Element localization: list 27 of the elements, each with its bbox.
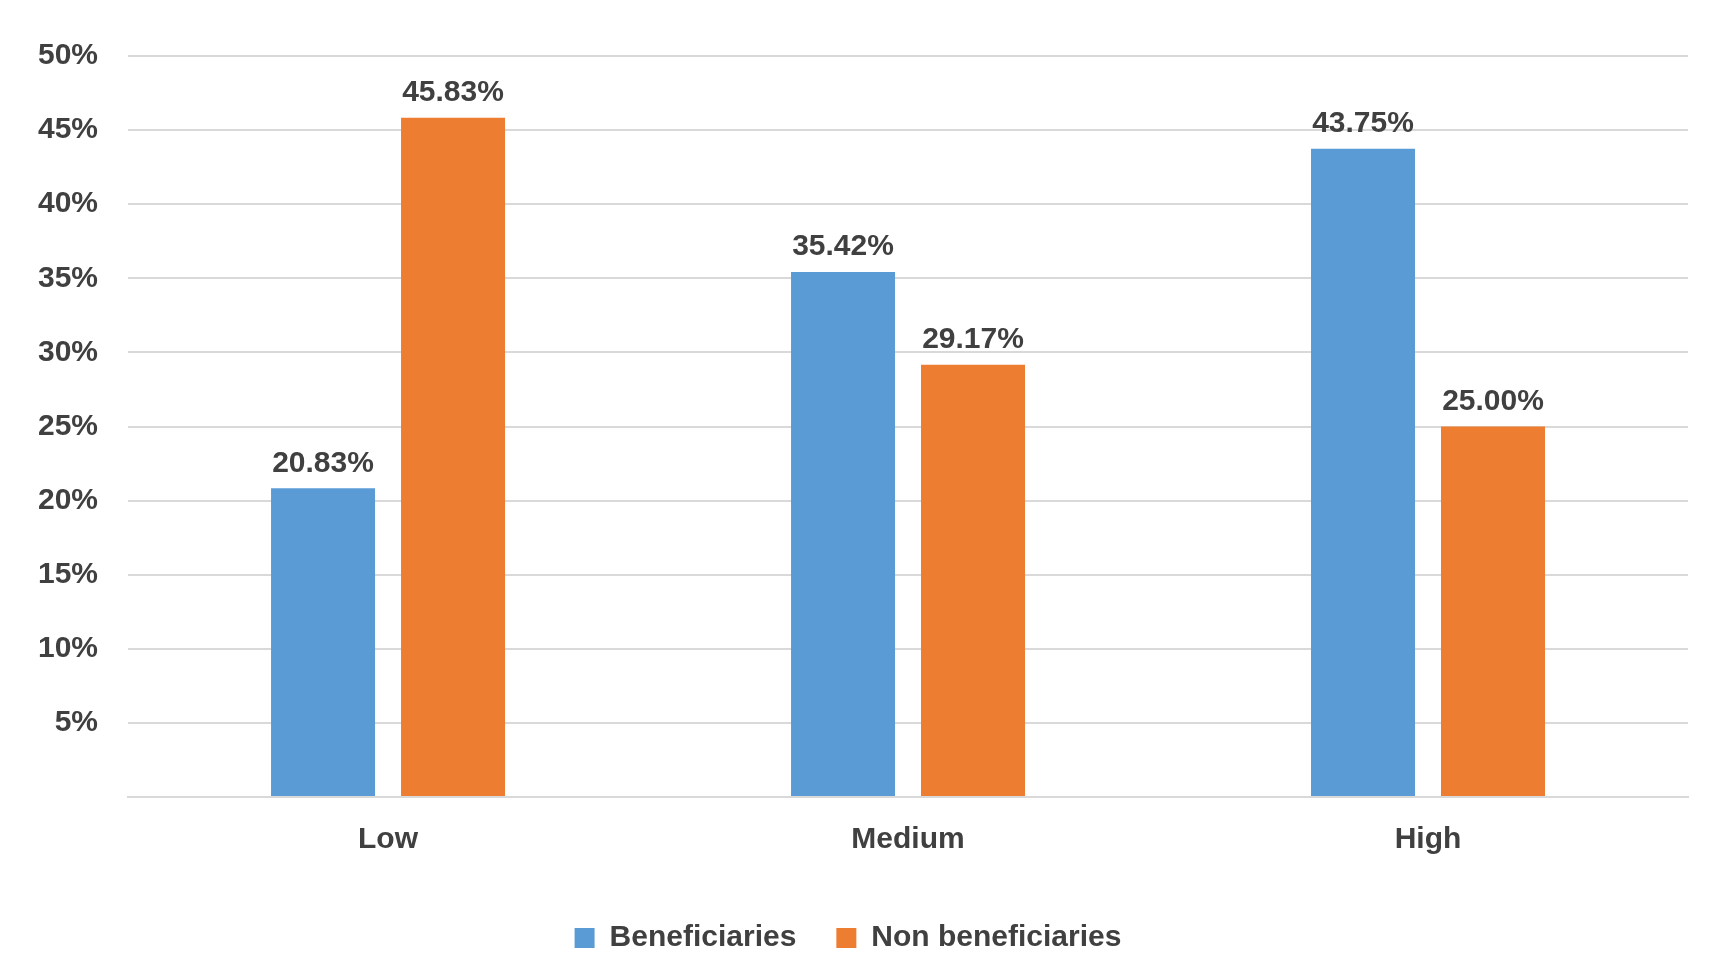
y-tick-label: 50% (38, 37, 99, 71)
data-label: 45.83% (402, 74, 504, 108)
x-tick-label: High (1394, 821, 1462, 855)
bar (791, 272, 896, 796)
data-label: 29.17% (922, 320, 1024, 354)
y-tick-label: 5% (54, 704, 99, 738)
data-label: 20.83% (272, 444, 374, 478)
x-tick-label: Low (358, 821, 419, 855)
y-tick-label: 45% (38, 111, 99, 145)
bar (271, 488, 376, 796)
y-tick-label: 15% (38, 555, 99, 589)
y-tick-label: 40% (38, 185, 99, 219)
y-tick-label: 25% (38, 407, 99, 441)
bar (1311, 148, 1416, 796)
bar (1441, 426, 1545, 796)
data-label: 35.42% (792, 228, 894, 262)
legend-label: Beneficiaries (609, 919, 797, 953)
data-label: 43.75% (1312, 104, 1414, 138)
y-tick-label: 20% (38, 481, 99, 515)
y-tick-label: 10% (38, 630, 99, 664)
bar (401, 117, 506, 796)
data-label: 25.00% (1442, 382, 1544, 416)
y-tick-label: 35% (38, 259, 99, 293)
x-tick-label: Medium (851, 821, 965, 855)
y-tick-label: 30% (38, 333, 99, 367)
legend-label: Non beneficiaries (871, 919, 1122, 953)
bar (921, 364, 1026, 796)
